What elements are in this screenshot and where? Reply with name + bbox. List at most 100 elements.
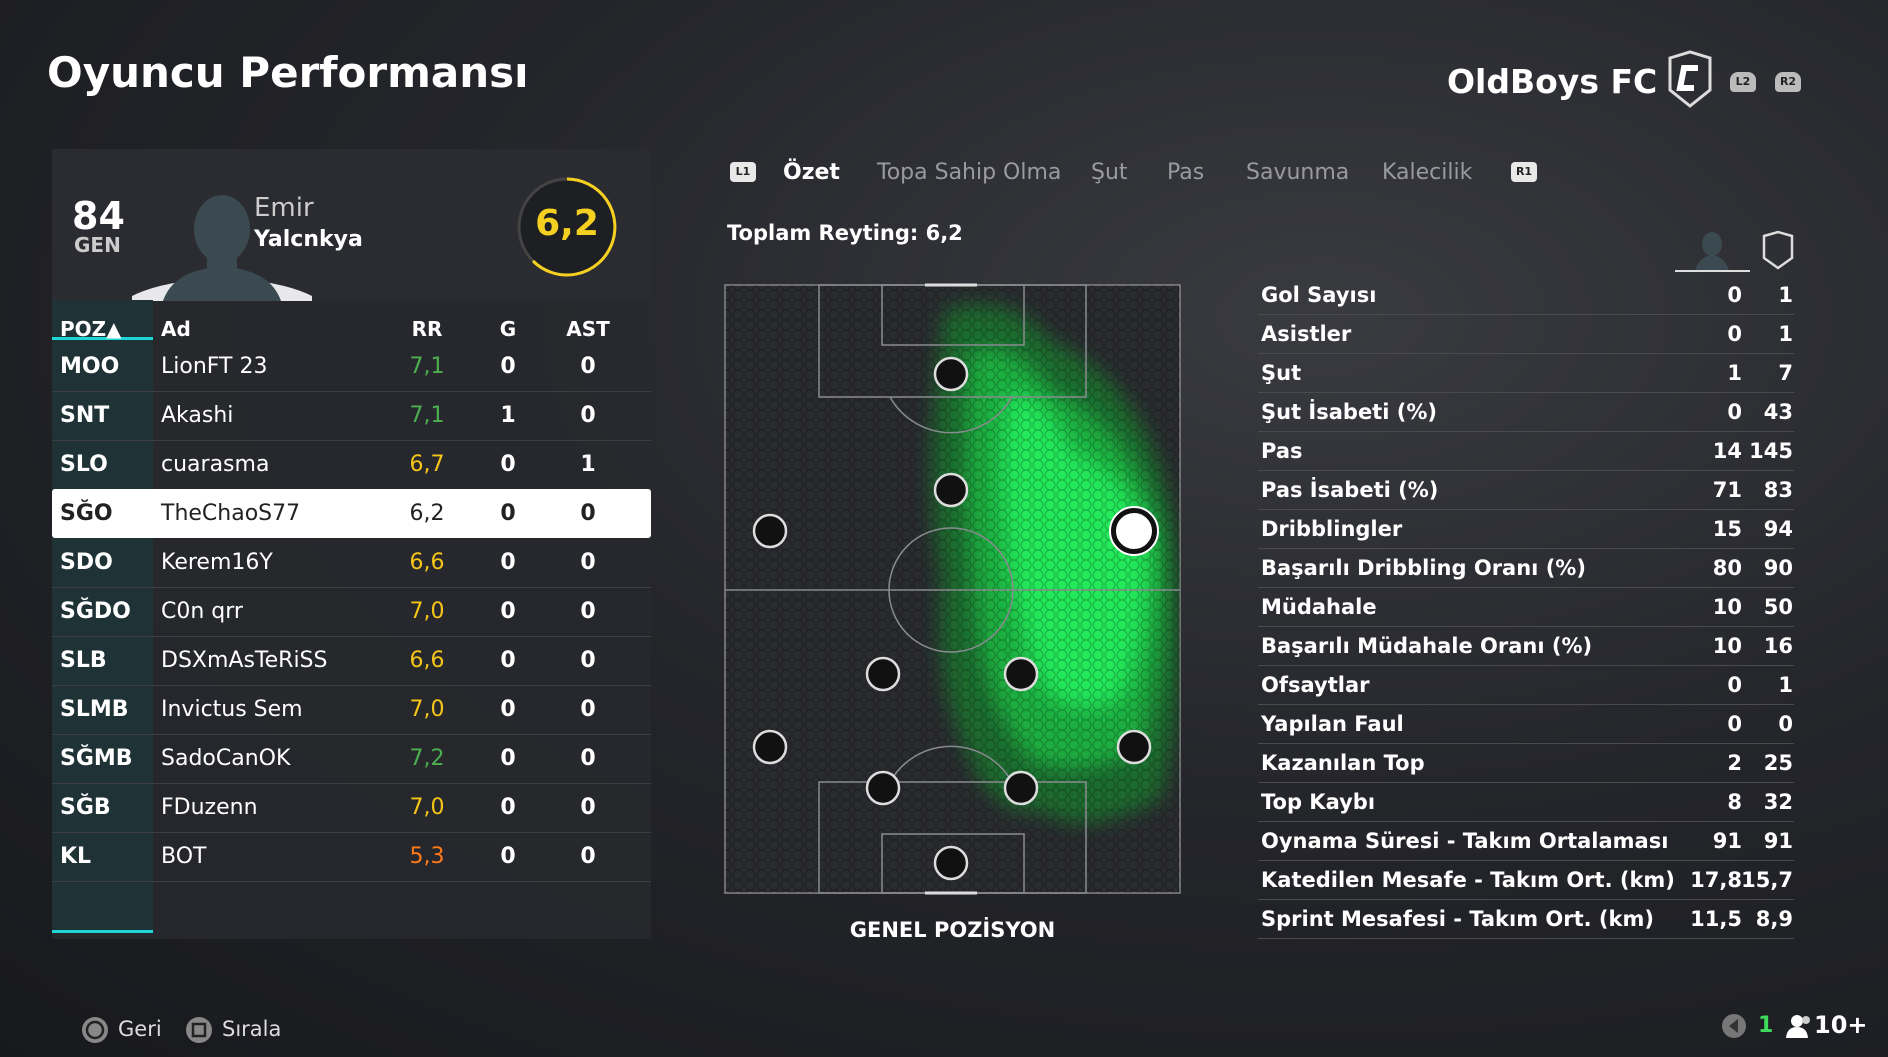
- player-row[interactable]: MOO LionFT 23 7,1 0 0: [52, 342, 651, 392]
- player-value: 17,8: [1690, 868, 1742, 892]
- tab[interactable]: Şut: [1091, 160, 1128, 185]
- r2-button[interactable]: R2: [1775, 72, 1801, 92]
- player-row[interactable]: SDO Kerem16Y 6,6 0 0: [52, 538, 651, 588]
- position: SLB: [60, 648, 107, 673]
- player-row[interactable]: SĞDO C0n qrr 7,0 0 0: [52, 587, 651, 637]
- player-row[interactable]: KL BOT 5,3 0 0: [52, 832, 651, 882]
- stat-row: Katedilen Mesafe - Takım Ort. (km) 17,8 15…: [1258, 860, 1794, 900]
- team-value: 15,7: [1741, 868, 1793, 892]
- back-icon: [82, 1017, 108, 1043]
- player-row[interactable]: SNT Akashi 7,1 1 0: [52, 391, 651, 441]
- player-value: 1: [1727, 361, 1742, 385]
- goals: 0: [500, 844, 516, 869]
- tab[interactable]: Özet: [783, 160, 840, 185]
- player-row[interactable]: SLB DSXmAsTeRiSS 6,6 0 0: [52, 636, 651, 686]
- player-value: 0: [1727, 673, 1742, 697]
- team-value: 16: [1763, 634, 1793, 658]
- team-name: OldBoys FC: [1447, 62, 1658, 101]
- l2-button[interactable]: L2: [1730, 72, 1756, 92]
- team-value: 43: [1763, 400, 1793, 424]
- name: TheChaoS77: [161, 501, 301, 526]
- goals: 0: [500, 746, 516, 771]
- column-header: G: [499, 317, 517, 341]
- assists: 0: [580, 795, 596, 820]
- position: SĞB: [60, 795, 111, 820]
- team-value: 0: [1778, 712, 1793, 736]
- player-value: 71: [1712, 478, 1742, 502]
- player-value: 2: [1727, 751, 1742, 775]
- stat-label: Müdahale: [1261, 595, 1377, 619]
- team-value: 1: [1778, 673, 1793, 697]
- tab[interactable]: Topa Sahip Olma: [877, 160, 1062, 185]
- last-name: Yalcnkya: [254, 227, 363, 252]
- rating: 7,1: [409, 354, 445, 379]
- stat-row: Sprint Mesafesi - Takım Ort. (km) 11,5 8,9: [1258, 899, 1794, 939]
- assists: 0: [580, 697, 596, 722]
- player-row[interactable]: SLO cuarasma 6,7 0 1: [52, 440, 651, 490]
- player-row[interactable]: SĞB FDuzenn 7,0 0 0: [52, 783, 651, 833]
- stat-row: Yapılan Faul 0 0: [1258, 704, 1794, 744]
- rating: 6,2: [535, 203, 599, 244]
- name: SadoCanOK: [161, 746, 291, 771]
- assists: 0: [580, 550, 596, 575]
- player-row[interactable]: SĞMB SadoCanOK 7,2 0 0: [52, 734, 651, 784]
- player-row[interactable]: SĞO TheChaoS77 6,2 0 0: [52, 489, 651, 538]
- goals: 0: [500, 501, 516, 526]
- position: SLO: [60, 452, 108, 477]
- player-row[interactable]: SLMB Invictus Sem 7,0 0 0: [52, 685, 651, 735]
- stat-row: Şut İsabeti (%) 0 43: [1258, 392, 1794, 432]
- goals: 0: [500, 599, 516, 624]
- team-value: 25: [1763, 751, 1793, 775]
- stat-label: Başarılı Dribbling Oranı (%): [1261, 556, 1586, 580]
- goals: 0: [500, 795, 516, 820]
- position: SNT: [60, 403, 110, 428]
- team-value: 32: [1763, 790, 1793, 814]
- goals: 0: [500, 354, 516, 379]
- rating: 7,1: [409, 403, 445, 428]
- team-value: 90: [1763, 556, 1793, 580]
- stat-label: Pas: [1261, 439, 1303, 463]
- tab[interactable]: Kalecilik: [1382, 160, 1473, 185]
- column-header: Ad: [161, 317, 191, 341]
- sort-underline: [52, 337, 153, 340]
- stat-row: Pas İsabeti (%) 71 83: [1258, 470, 1794, 510]
- position: SDO: [60, 550, 113, 575]
- player-value: 0: [1727, 283, 1742, 307]
- column-header: AST: [566, 317, 610, 341]
- l1-button[interactable]: L1: [730, 162, 756, 182]
- stat-row: Gol Sayısı 0 1: [1258, 275, 1794, 315]
- team-value: 1: [1778, 283, 1793, 307]
- sort-button[interactable]: Sırala: [222, 1017, 282, 1041]
- players-icon: [1786, 1015, 1810, 1038]
- player-avatar: [132, 195, 312, 301]
- team-value: 1: [1778, 322, 1793, 346]
- table-header: POZ▲ Ad RR G AST: [52, 305, 651, 341]
- stat-label: Ofsaytlar: [1261, 673, 1370, 697]
- stat-row: Başarılı Müdahale Oranı (%) 10 16: [1258, 626, 1794, 666]
- stat-label: Sprint Mesafesi - Takım Ort. (km): [1261, 907, 1654, 931]
- name: Invictus Sem: [161, 697, 303, 722]
- stat-row: Şut 1 7: [1258, 353, 1794, 393]
- goals: 0: [500, 452, 516, 477]
- team-value: 50: [1763, 595, 1793, 619]
- back-button[interactable]: Geri: [118, 1017, 162, 1041]
- stat-label: Başarılı Müdahale Oranı (%): [1261, 634, 1593, 658]
- goals: 0: [500, 550, 516, 575]
- r1-button[interactable]: R1: [1511, 162, 1537, 182]
- tab[interactable]: Savunma: [1246, 160, 1350, 185]
- position: KL: [60, 844, 92, 869]
- overall-label: GEN: [74, 233, 121, 257]
- player-value: 91: [1712, 829, 1742, 853]
- team-value: 145: [1749, 439, 1793, 463]
- name: Akashi: [161, 403, 234, 428]
- goals: 1: [500, 403, 516, 428]
- tab[interactable]: Pas: [1167, 160, 1205, 185]
- stat-row: Başarılı Dribbling Oranı (%) 80 90: [1258, 548, 1794, 588]
- player-value: 10: [1712, 634, 1742, 658]
- stat-label: Kazanılan Top: [1261, 751, 1425, 775]
- player-value: 0: [1727, 712, 1742, 736]
- team-value: 8,9: [1755, 907, 1793, 931]
- team-value: 83: [1763, 478, 1793, 502]
- stat-label: Katedilen Mesafe - Takım Ort. (km): [1261, 868, 1675, 892]
